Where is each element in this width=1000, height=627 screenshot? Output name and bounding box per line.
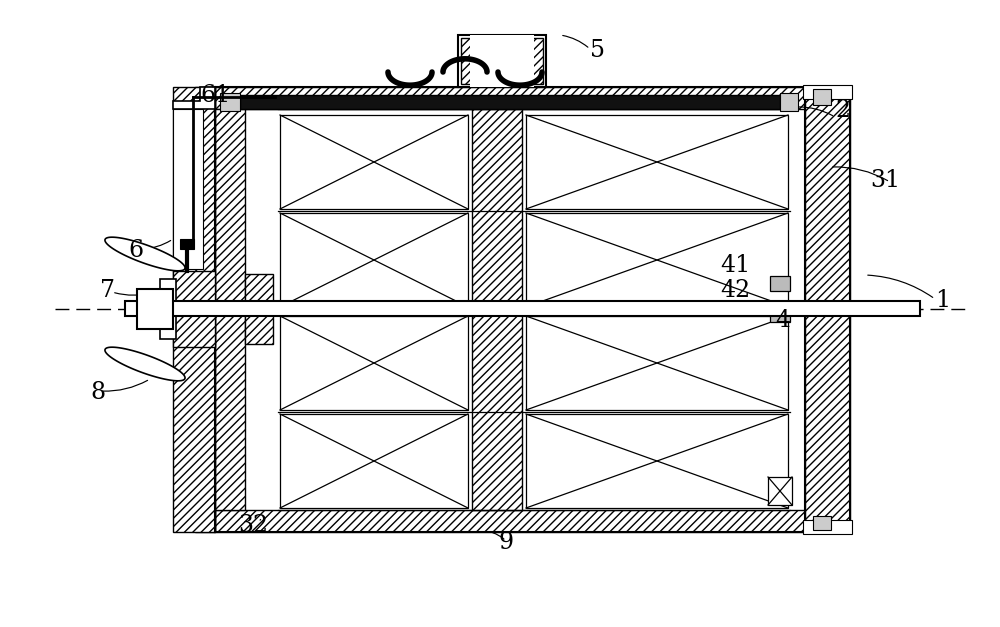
Polygon shape <box>105 237 185 271</box>
Bar <box>813 89 831 105</box>
Bar <box>173 109 203 269</box>
Bar <box>245 274 273 309</box>
Text: 8: 8 <box>90 381 105 404</box>
Bar <box>220 93 240 111</box>
Bar <box>526 414 788 508</box>
Bar <box>470 35 534 87</box>
Bar <box>125 301 920 316</box>
Bar <box>280 414 468 508</box>
Bar <box>770 276 790 291</box>
Bar <box>173 271 215 309</box>
Text: 41: 41 <box>720 254 750 277</box>
Bar <box>461 38 543 84</box>
Bar <box>137 289 173 329</box>
Bar <box>195 87 215 309</box>
Bar <box>803 85 852 99</box>
Bar <box>470 35 534 84</box>
Text: 9: 9 <box>498 531 513 554</box>
Bar <box>173 309 215 347</box>
Bar <box>215 87 805 109</box>
Bar <box>770 307 790 322</box>
Text: 7: 7 <box>100 279 115 302</box>
Bar <box>803 520 852 534</box>
Bar <box>280 115 468 209</box>
Bar <box>245 309 273 344</box>
Text: 61: 61 <box>200 84 230 107</box>
Bar <box>240 95 780 109</box>
Bar <box>173 309 215 532</box>
Bar <box>195 309 215 532</box>
Text: 6: 6 <box>128 239 143 262</box>
Bar <box>526 316 788 410</box>
Bar <box>280 316 468 410</box>
Bar <box>472 309 522 510</box>
Text: 5: 5 <box>590 39 605 62</box>
Bar <box>805 87 850 309</box>
Bar <box>215 510 805 532</box>
Bar <box>472 109 522 309</box>
Bar <box>173 87 215 309</box>
Polygon shape <box>173 87 215 109</box>
Text: 31: 31 <box>870 169 900 192</box>
Bar <box>280 213 468 307</box>
Bar <box>805 309 850 532</box>
Bar <box>215 309 245 510</box>
Text: 42: 42 <box>720 279 750 302</box>
Text: 4: 4 <box>775 309 790 332</box>
Text: 1: 1 <box>935 289 950 312</box>
Bar <box>768 477 792 505</box>
Bar <box>458 35 546 87</box>
Bar <box>160 279 176 339</box>
Polygon shape <box>105 347 185 381</box>
Bar <box>526 213 788 307</box>
Bar <box>780 93 798 111</box>
Bar <box>813 516 831 530</box>
Bar <box>526 115 788 209</box>
Text: 2: 2 <box>835 99 850 122</box>
Bar <box>215 109 245 309</box>
Bar <box>180 239 194 249</box>
Text: 32: 32 <box>238 514 268 537</box>
